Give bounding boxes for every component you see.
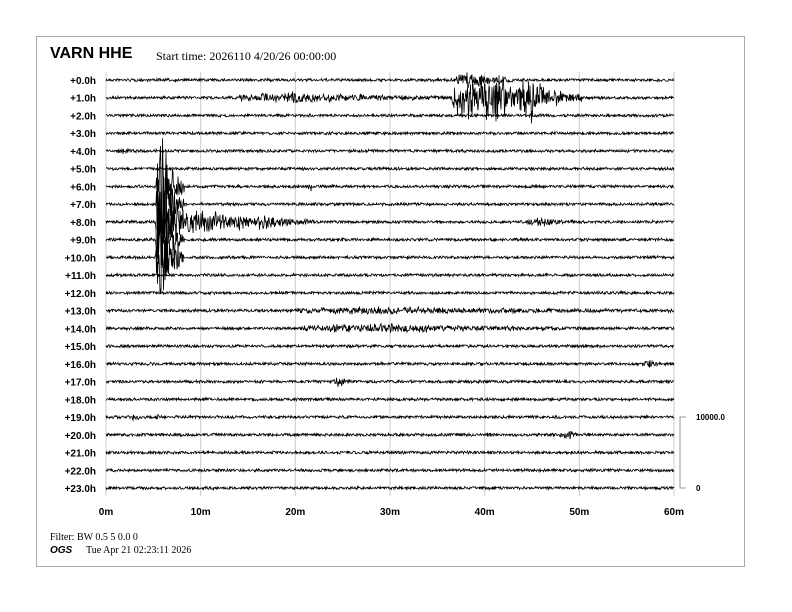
row-label: +10.0h [65,253,96,264]
row-label: +13.0h [65,307,96,318]
filter-info: Filter: BW 0.5 5 0.0 0 [50,532,138,543]
trace-7 [105,182,675,258]
row-label: +19.0h [65,413,96,424]
row-label: +9.0h [70,236,96,247]
trace-8 [105,161,675,268]
scale-bar [679,416,686,489]
trace-11 [105,272,675,279]
trace-3 [105,130,675,137]
row-label: +11.0h [65,271,96,282]
row-label: +3.0h [70,129,96,140]
row-label: +4.0h [70,147,96,158]
row-label: +1.0h [70,94,96,105]
x-tick-label: 40m [475,507,495,518]
row-label: +22.0h [65,466,96,477]
trace-14 [105,322,675,334]
scale-bottom-label: 0 [696,484,701,493]
trace-22 [105,467,675,474]
trace-17 [105,377,675,387]
print-time: Tue Apr 21 02:23:11 2026 [86,545,192,556]
trace-5 [106,165,675,172]
trace-2 [105,112,675,119]
x-tick-label: 0m [99,507,114,518]
trace-10 [105,227,675,294]
start-time: Start time: 2026110 4/20/26 00:00:00 [156,49,337,63]
row-label: +0.0h [70,76,96,87]
x-tick-label: 30m [380,507,400,518]
station-title: VARN HHE [50,45,133,62]
x-tick-label: 20m [285,507,305,518]
trace-0 [105,72,675,90]
row-label: +5.0h [70,165,96,176]
row-label: +21.0h [65,449,96,460]
trace-9 [105,181,675,271]
x-tick-label: 50m [569,507,589,518]
row-label: +6.0h [70,182,96,193]
trace-12 [105,289,675,296]
trace-1 [105,75,675,124]
plot-frame [36,36,745,567]
org-label: OGS [50,545,73,556]
row-label: +7.0h [70,200,96,211]
row-label: +14.0h [65,324,96,335]
x-tick-label: 60m [664,507,684,518]
row-label: +15.0h [65,342,96,353]
row-label: +18.0h [65,395,96,406]
trace-21 [105,449,675,456]
scale-top-label: 10000.0 [696,413,725,422]
row-label: +17.0h [65,378,96,389]
row-label: +12.0h [65,289,96,300]
trace-20 [105,430,675,440]
trace-16 [105,360,675,368]
trace-23 [105,484,675,492]
trace-18 [105,396,675,403]
row-label: +16.0h [65,360,96,371]
row-label: +8.0h [70,218,96,229]
row-label: +20.0h [65,431,96,442]
trace-4 [105,147,675,155]
x-tick-label: 10m [191,507,211,518]
trace-15 [105,343,675,350]
trace-13 [105,305,675,315]
row-label: +2.0h [70,111,96,122]
row-label: +23.0h [65,484,96,495]
trace-6 [105,138,675,232]
trace-19 [105,413,675,422]
